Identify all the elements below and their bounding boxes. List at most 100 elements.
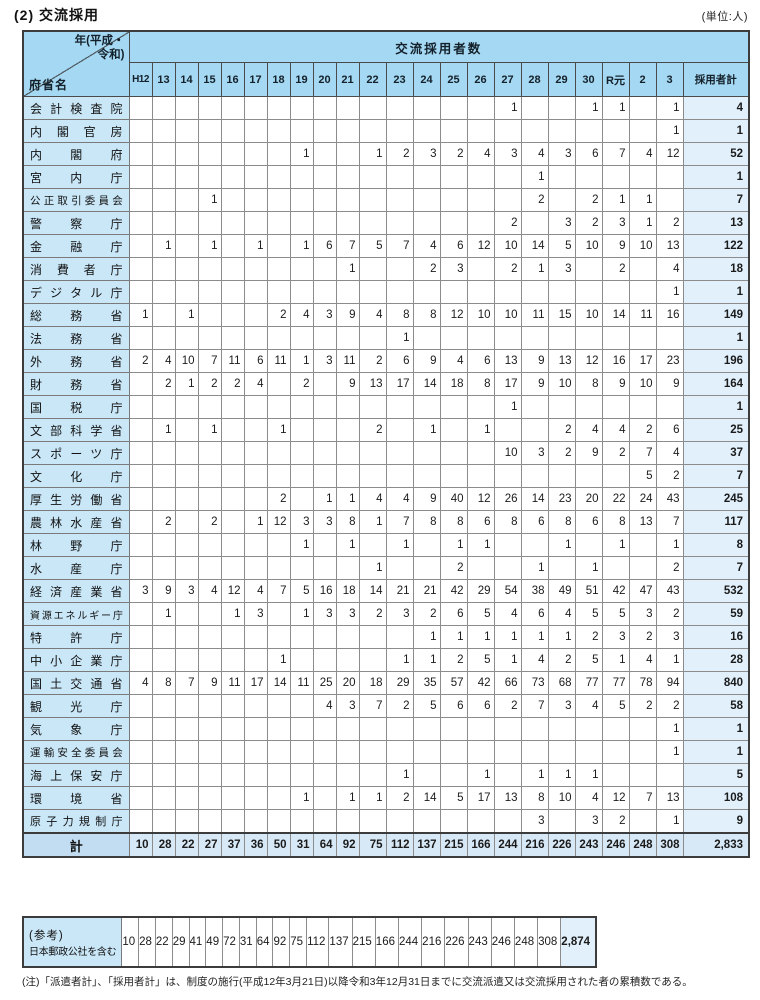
value-cell: 94 (655, 671, 684, 695)
value-cell (151, 786, 176, 810)
value-cell: 1 (547, 763, 576, 787)
value-cell: 1 (439, 533, 468, 557)
value-cell (335, 717, 360, 741)
value-cell (439, 188, 468, 212)
value-cell (520, 533, 549, 557)
value-cell: 3 (520, 441, 549, 465)
value-cell: 18 (358, 671, 387, 695)
value-cell: 4 (520, 648, 549, 672)
value-cell: 5 (439, 786, 468, 810)
value-cell: 20 (574, 487, 603, 511)
value-cell: 7 (385, 234, 414, 258)
reference-value-cell: 75 (289, 916, 308, 968)
value-cell (493, 280, 522, 304)
reference-value-cell: 92 (272, 916, 291, 968)
value-cell (412, 280, 441, 304)
year-column-header: H12 (128, 62, 153, 97)
value-cell: 2 (628, 694, 657, 718)
value-cell: 1 (574, 96, 603, 120)
value-cell (628, 165, 657, 189)
value-cell (655, 395, 684, 419)
value-cell: 1 (601, 648, 630, 672)
value-cell (128, 533, 153, 557)
value-cell: 1 (601, 533, 630, 557)
value-cell (547, 326, 576, 350)
value-cell (493, 717, 522, 741)
value-cell (335, 165, 360, 189)
value-cell: 10 (493, 303, 522, 327)
value-cell: 16 (601, 349, 630, 373)
ministry-name-cell: 海上保安庁 (22, 763, 130, 787)
value-cell (197, 326, 222, 350)
value-cell: 1 (655, 809, 684, 834)
value-cell: 7 (601, 142, 630, 166)
value-cell (574, 740, 603, 764)
grand-total-cell: 50 (266, 832, 291, 858)
value-cell (151, 96, 176, 120)
value-cell (412, 464, 441, 488)
ministry-row: スポーツ庁 10 3 2 9 2 7 4 37 (22, 441, 750, 465)
value-cell: 2 (628, 625, 657, 649)
value-cell: 14 (520, 487, 549, 511)
value-cell (151, 740, 176, 764)
row-total-cell: 16 (682, 625, 750, 649)
value-cell (493, 556, 522, 580)
value-cell (289, 395, 314, 419)
reference-label-cell: (参考) 日本郵政公社を含む (22, 916, 123, 968)
year-column-header: 17 (243, 62, 268, 97)
value-cell (439, 119, 468, 143)
value-cell (335, 625, 360, 649)
value-cell: 3 (312, 303, 337, 327)
grand-total-cell: 36 (243, 832, 268, 858)
value-cell: 1 (385, 648, 414, 672)
year-column-header: 27 (493, 62, 522, 97)
value-cell (493, 464, 522, 488)
value-cell (128, 280, 153, 304)
value-cell (520, 211, 549, 235)
value-cell (128, 556, 153, 580)
value-cell (220, 717, 245, 741)
value-cell (628, 717, 657, 741)
row-total-cell: 5 (682, 763, 750, 787)
value-cell (128, 763, 153, 787)
value-cell (312, 441, 337, 465)
value-cell: 4 (466, 142, 495, 166)
ministry-row: 会計検査院 1 1 1 1 4 (22, 96, 750, 120)
value-cell (439, 717, 468, 741)
value-cell: 8 (335, 510, 360, 534)
value-cell (358, 280, 387, 304)
value-cell (243, 533, 268, 557)
value-cell (197, 96, 222, 120)
value-cell (312, 648, 337, 672)
value-cell (439, 763, 468, 787)
value-cell (628, 395, 657, 419)
year-column-header: 2 (628, 62, 657, 97)
ministry-name-cell: 厚生労働省 (22, 487, 130, 511)
value-cell: 1 (289, 349, 314, 373)
value-cell (358, 809, 387, 834)
ministry-row: 観光庁 4 3 7 2 5 6 6 2 7 3 4 5 2 2 58 (22, 694, 750, 718)
value-cell (266, 211, 291, 235)
value-cell: 1 (197, 418, 222, 442)
value-cell (243, 786, 268, 810)
value-cell (266, 786, 291, 810)
value-cell (547, 556, 576, 580)
value-cell (151, 717, 176, 741)
value-cell (335, 96, 360, 120)
value-cell (574, 533, 603, 557)
value-cell (547, 395, 576, 419)
value-cell: 1 (266, 648, 291, 672)
value-cell (335, 119, 360, 143)
value-cell: 10 (574, 234, 603, 258)
value-cell: 9 (655, 372, 684, 396)
value-cell (358, 763, 387, 787)
value-cell (466, 809, 495, 834)
ministry-name-cell: 中小企業庁 (22, 648, 130, 672)
value-cell: 4 (574, 786, 603, 810)
total-column-header: 採用者計 (682, 62, 750, 97)
value-cell (220, 763, 245, 787)
value-cell (243, 648, 268, 672)
value-cell: 2 (547, 418, 576, 442)
value-cell (601, 740, 630, 764)
value-cell (174, 211, 199, 235)
